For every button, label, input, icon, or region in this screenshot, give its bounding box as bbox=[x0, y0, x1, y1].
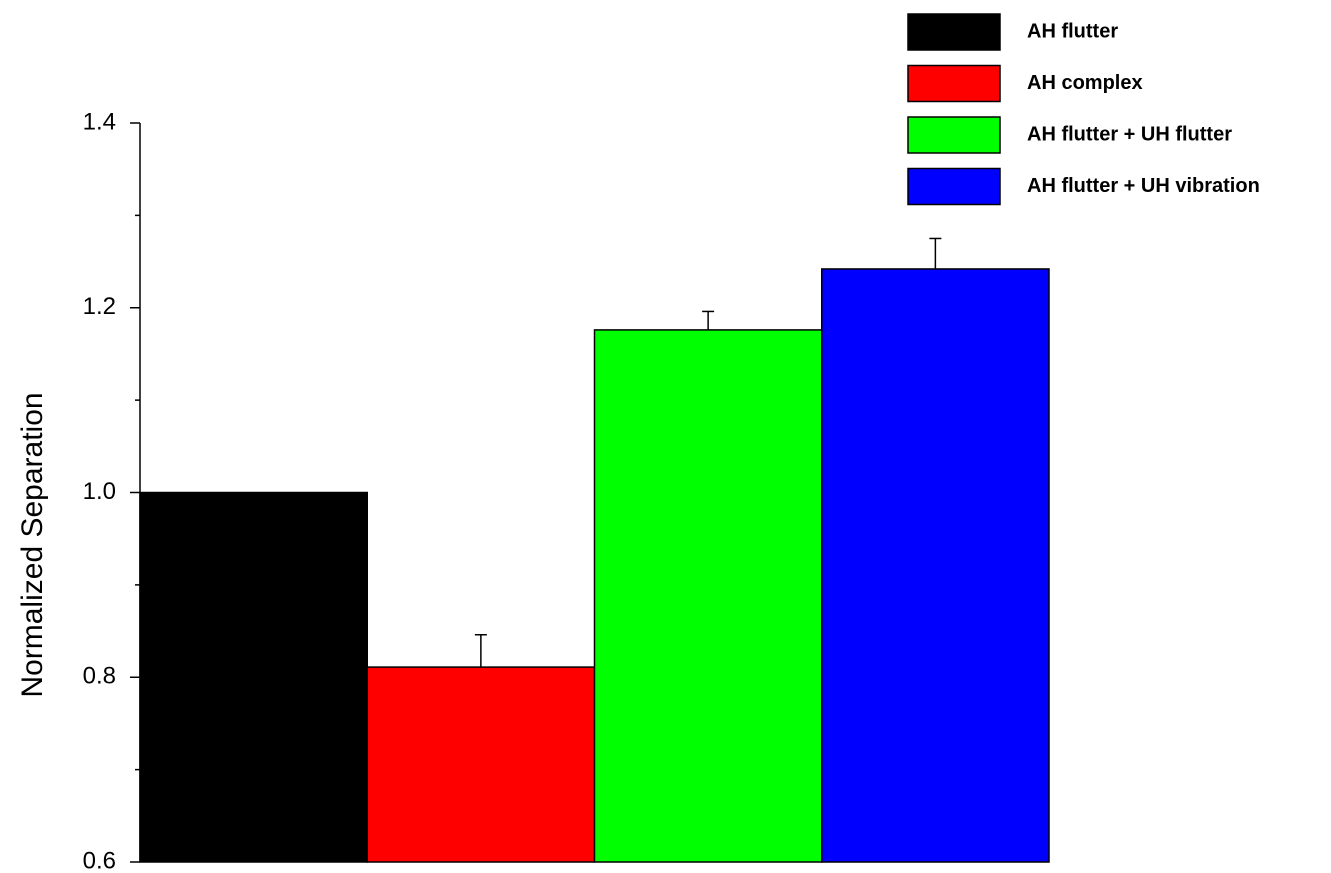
legend-label: AH flutter + UH vibration bbox=[1027, 175, 1260, 197]
bar bbox=[821, 268, 1050, 863]
y-tick-label: 0.8 bbox=[83, 663, 116, 690]
bar bbox=[366, 666, 596, 863]
legend-label: AH flutter + UH flutter bbox=[1027, 123, 1232, 145]
legend-swatch bbox=[907, 116, 1001, 154]
legend-swatch bbox=[907, 13, 1001, 51]
legend-label: AH complex bbox=[1027, 72, 1143, 94]
y-tick-label: 0.6 bbox=[83, 847, 116, 873]
legend-label: AH flutter bbox=[1027, 20, 1118, 42]
y-axis-title: Normalized Separation bbox=[16, 392, 49, 697]
bar bbox=[139, 491, 368, 863]
error-bar bbox=[474, 634, 487, 668]
y-tick-label: 1.0 bbox=[83, 478, 116, 505]
bar bbox=[593, 329, 823, 863]
legend-swatch bbox=[907, 167, 1001, 206]
error-bar bbox=[929, 237, 942, 269]
legend-swatch bbox=[907, 64, 1001, 103]
y-tick-label: 1.2 bbox=[83, 293, 116, 320]
error-bar bbox=[702, 310, 715, 330]
y-tick-label: 1.4 bbox=[83, 108, 116, 135]
